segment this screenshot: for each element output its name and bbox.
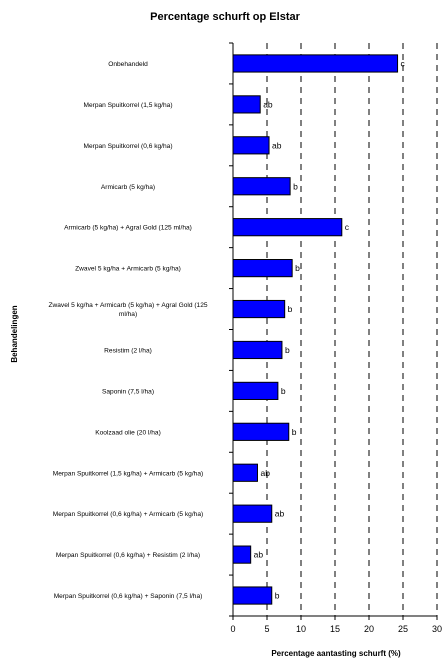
- bar-significance-label: b: [275, 591, 280, 601]
- x-tick-label: 30: [432, 624, 442, 634]
- bar: [232, 218, 343, 237]
- category-label: Merpan Spuitkorrel (1,5 kg/ha) + Armicar…: [53, 470, 203, 477]
- category-label: Resistim (2 l/ha): [104, 347, 152, 354]
- category-label: Armicarb (5 kg/ha): [101, 184, 155, 191]
- bar: [232, 177, 291, 196]
- gridlines: [266, 43, 438, 616]
- bar: [232, 586, 273, 605]
- bar: [232, 259, 293, 278]
- bar-significance-label: ab: [254, 550, 264, 560]
- category-label: Saponin (7,5 l/ha): [102, 388, 154, 395]
- bar: [232, 463, 258, 482]
- bar: [232, 54, 399, 73]
- bar-significance-label: b: [285, 345, 290, 355]
- chart-title: Percentage schurft op Elstar: [150, 11, 300, 23]
- bar: [232, 504, 273, 523]
- category-label: Merpan Spuitkorrel (1,5 kg/ha): [83, 102, 172, 109]
- x-tick-label: 25: [398, 624, 408, 634]
- bar-significance-label: ab: [275, 509, 285, 519]
- x-tick-label: 10: [296, 624, 306, 634]
- bar: [232, 422, 290, 441]
- bar: [232, 299, 286, 319]
- bar: [232, 95, 261, 114]
- category-labels: Onbehandeld Merpan Spuitkorrel (1,5 kg/ha…: [48, 61, 207, 600]
- x-tick-label: 0: [230, 624, 235, 634]
- category-label: Zwavel 5 kg/ha + Armicarb (5 kg/ha) + Ag…: [48, 302, 207, 318]
- bar-significance-label: ab: [260, 468, 270, 478]
- bar-significance-label: b: [295, 263, 300, 273]
- bar: [232, 340, 283, 360]
- bar-significance-label: b: [293, 181, 298, 191]
- x-axis-ticks: 0 5 10 15 20 25 30: [229, 42, 442, 634]
- category-label: Onbehandeld: [108, 61, 148, 68]
- bar: [232, 136, 270, 155]
- x-tick-label: 20: [364, 624, 374, 634]
- category-label: Merpan Spuitkorrel (0,6 kg/ha) + Saponin…: [54, 593, 203, 600]
- x-tick-label: 5: [264, 624, 269, 634]
- y-axis-title: Behandelingen: [10, 305, 19, 362]
- category-label: Armicarb (5 kg/ha) + Agral Gold (125 ml/…: [64, 225, 192, 232]
- bar-significance-label: b: [288, 304, 293, 314]
- bar-significance-label: c: [345, 222, 350, 232]
- category-label: Koolzaad olie (20 l/ha): [95, 429, 161, 436]
- bar-significance-label: b: [292, 427, 297, 437]
- x-tick-label: 15: [330, 624, 340, 634]
- bar: [232, 381, 279, 400]
- bars: [232, 54, 399, 605]
- x-axis-title: Percentage aantasting schurft (%): [271, 649, 401, 658]
- category-label: Zwavel 5 kg/ha + Armicarb (5 kg/ha): [75, 266, 181, 273]
- bar: [232, 545, 252, 564]
- bar-significance-label: ab: [263, 99, 273, 109]
- bar-significance-label: b: [281, 386, 286, 396]
- significance-labels: c ab ab b c b b b b b ab ab ab b: [254, 58, 406, 600]
- bar-significance-label: ab: [272, 140, 282, 150]
- category-label: Merpan Spuitkorrel (0,6 kg/ha): [83, 143, 172, 150]
- bar-significance-label: c: [401, 58, 406, 68]
- category-label: Merpan Spuitkorrel (0,6 kg/ha) + Armicar…: [53, 511, 203, 518]
- category-label: Merpan Spuitkorrel (0,6 kg/ha) + Resisti…: [56, 552, 200, 559]
